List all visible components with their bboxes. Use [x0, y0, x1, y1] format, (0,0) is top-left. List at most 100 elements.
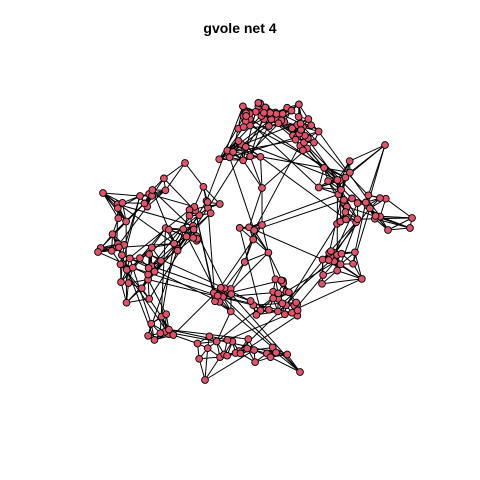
network-node: [376, 194, 384, 202]
network-edge: [147, 279, 167, 315]
network-node: [274, 307, 282, 316]
network-node: [296, 368, 304, 376]
network-edge: [161, 243, 175, 317]
network-edge: [238, 140, 341, 181]
network-node: [137, 284, 146, 293]
network-node: [291, 135, 300, 144]
network-node: [205, 332, 214, 341]
network-node: [353, 215, 362, 224]
network-node: [107, 246, 116, 255]
network-node: [246, 297, 255, 305]
network-edge: [182, 228, 219, 296]
network-node: [256, 152, 265, 161]
network-node: [114, 214, 123, 223]
network-node: [243, 344, 252, 353]
network-edge: [102, 192, 141, 197]
network-edge: [244, 252, 269, 263]
network-node: [269, 294, 277, 303]
network-node: [147, 319, 156, 328]
network-edge: [260, 156, 263, 189]
network-node: [115, 243, 123, 252]
network-edge: [165, 162, 186, 191]
network-node: [234, 137, 243, 145]
network-node: [406, 224, 414, 232]
network-node: [324, 256, 333, 264]
network-node: [170, 239, 178, 248]
network-edge: [117, 203, 194, 227]
network-node: [136, 192, 144, 200]
network-edge: [129, 257, 220, 303]
network-node: [340, 196, 348, 204]
network-node: [345, 157, 354, 165]
network-node: [108, 230, 117, 239]
network-edge: [226, 112, 265, 151]
network-edge: [321, 278, 362, 285]
network-node: [272, 110, 281, 118]
network-edge: [203, 186, 221, 205]
network-edge: [216, 311, 232, 342]
network-node: [320, 163, 328, 172]
network-edge: [337, 270, 362, 280]
network-node: [169, 331, 178, 339]
plot-title: gvole net 4: [203, 20, 277, 36]
network-node: [381, 141, 389, 149]
network-node: [283, 350, 292, 359]
network-node: [304, 115, 313, 123]
network-edge: [173, 334, 198, 344]
network-edge: [207, 202, 216, 302]
network-node: [117, 278, 125, 286]
network-node: [408, 214, 416, 222]
network-node: [145, 250, 154, 259]
network-edge: [129, 257, 232, 295]
network-node: [124, 279, 133, 287]
network-edge: [193, 206, 215, 293]
network-node: [349, 259, 357, 268]
network-edge: [230, 293, 301, 373]
network-edge: [121, 209, 190, 265]
network-edge: [254, 199, 345, 231]
network-node: [241, 143, 250, 151]
network-node: [215, 155, 224, 164]
network-node: [179, 225, 188, 233]
network-node: [229, 148, 237, 156]
network-edge: [354, 252, 363, 280]
network-node: [278, 109, 287, 118]
network-edge: [249, 156, 263, 189]
network-node: [173, 246, 182, 255]
network-node: [277, 276, 286, 285]
network-edge: [242, 160, 263, 189]
network-edge: [349, 144, 386, 162]
network-node: [145, 294, 154, 303]
network-node: [199, 182, 208, 191]
network-edge: [230, 261, 246, 290]
network-edge: [146, 189, 166, 207]
network-node: [361, 198, 370, 207]
network-node: [249, 235, 258, 244]
network-edge: [116, 206, 148, 248]
network-edge: [285, 223, 338, 306]
network-node: [264, 248, 273, 257]
network-edge: [302, 126, 369, 196]
network-edge: [244, 230, 255, 263]
network-node: [185, 211, 194, 220]
network-node: [280, 310, 289, 319]
network-node: [144, 331, 152, 340]
network-node: [341, 173, 350, 182]
network-edge: [333, 207, 371, 253]
network-node: [319, 271, 327, 279]
network-node: [314, 127, 323, 136]
network-node: [353, 199, 362, 207]
network-node: [242, 112, 250, 120]
network-node: [357, 275, 366, 283]
network-node: [274, 119, 283, 128]
network-edge: [207, 118, 265, 209]
network-edge: [204, 348, 209, 381]
network-node: [274, 289, 283, 298]
network-node: [162, 310, 171, 319]
network-node: [250, 226, 259, 235]
network-node: [94, 248, 102, 256]
network-node: [310, 138, 318, 147]
network-node: [285, 288, 293, 297]
network-node: [240, 258, 249, 266]
network-edge: [216, 293, 279, 342]
